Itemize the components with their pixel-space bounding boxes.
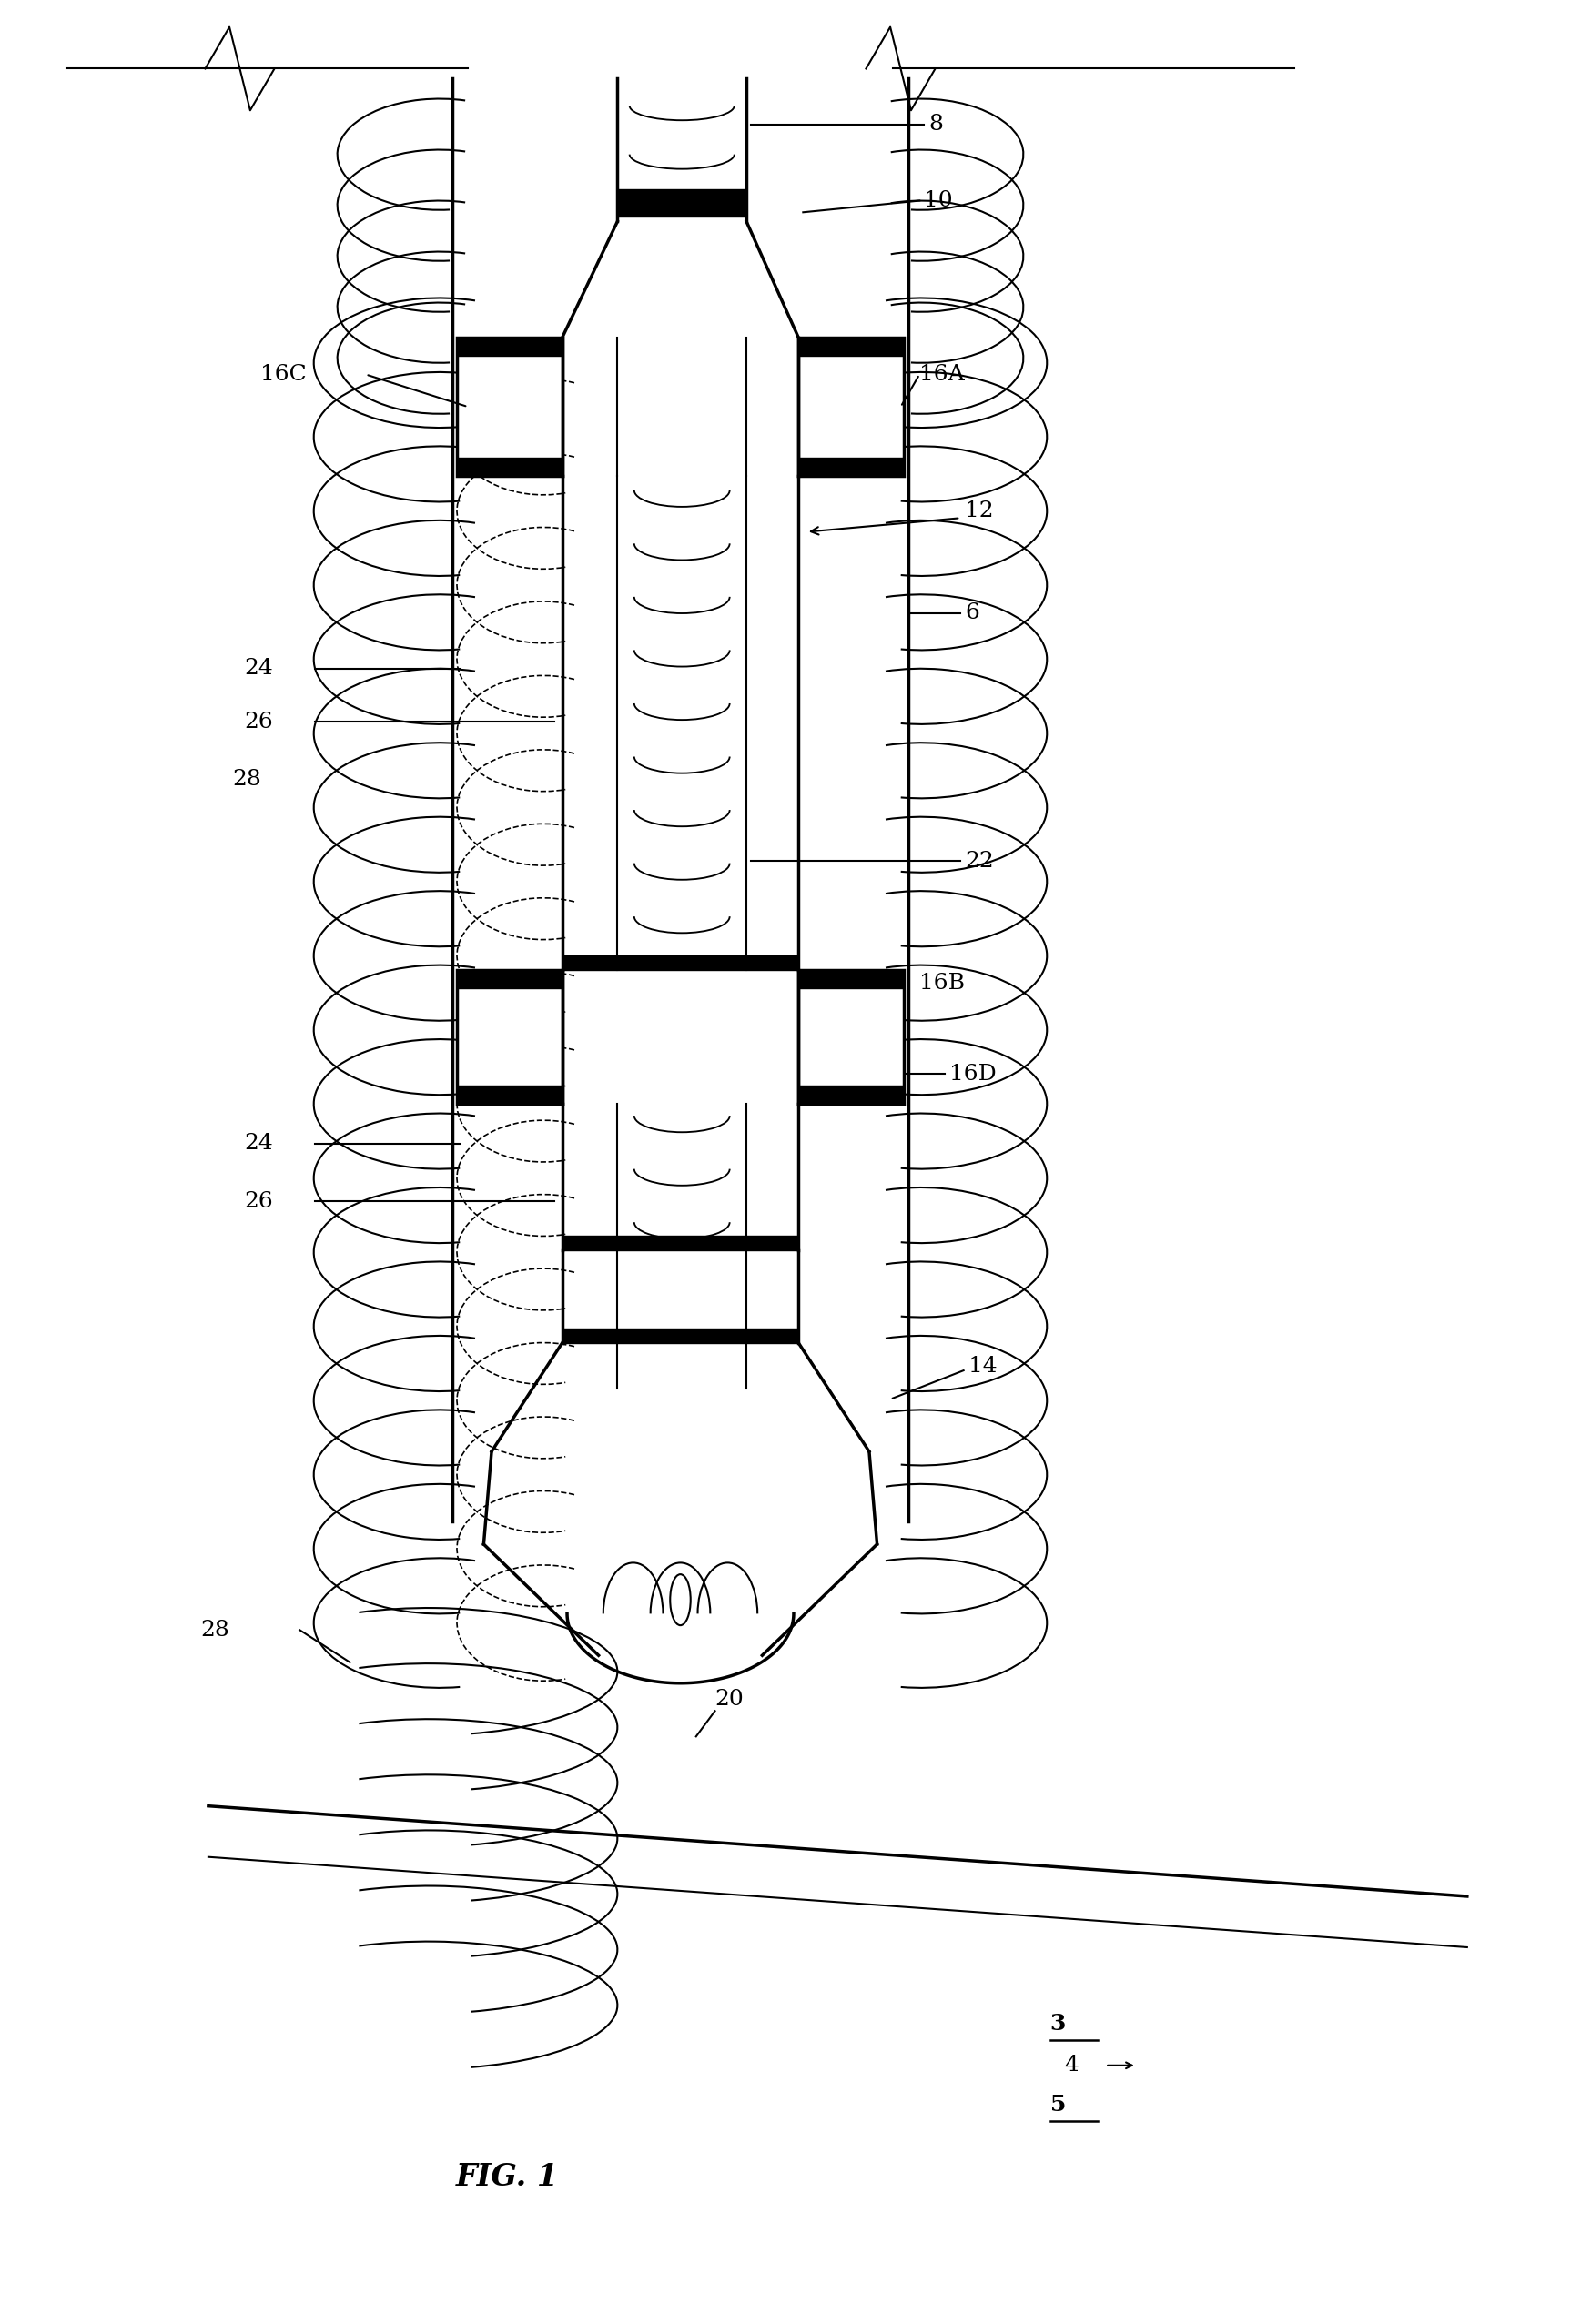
Text: 16D: 16D xyxy=(950,1064,996,1085)
Text: 16A: 16A xyxy=(920,365,964,386)
Text: 14: 14 xyxy=(968,1355,998,1376)
Text: 28: 28 xyxy=(201,1620,229,1641)
Bar xyxy=(798,337,904,476)
Bar xyxy=(457,969,563,1104)
Bar xyxy=(457,337,563,476)
Text: 26: 26 xyxy=(245,711,274,732)
Text: 3: 3 xyxy=(1050,2013,1066,2034)
Text: FIG. 1: FIG. 1 xyxy=(455,2161,558,2192)
Text: 5: 5 xyxy=(1050,2094,1066,2115)
Bar xyxy=(798,969,904,1104)
Text: 22: 22 xyxy=(964,851,994,872)
Text: 12: 12 xyxy=(964,500,994,521)
Text: 28: 28 xyxy=(232,769,261,790)
Text: 16C: 16C xyxy=(261,365,307,386)
Text: 24: 24 xyxy=(245,658,274,679)
Text: 16B: 16B xyxy=(920,974,964,995)
Text: 24: 24 xyxy=(245,1134,274,1155)
Text: 10: 10 xyxy=(925,191,953,211)
Text: 8: 8 xyxy=(930,114,944,135)
Text: 20: 20 xyxy=(715,1690,745,1710)
Text: 6: 6 xyxy=(964,602,980,623)
Text: 4: 4 xyxy=(1064,2054,1078,2075)
Text: 26: 26 xyxy=(245,1190,274,1211)
